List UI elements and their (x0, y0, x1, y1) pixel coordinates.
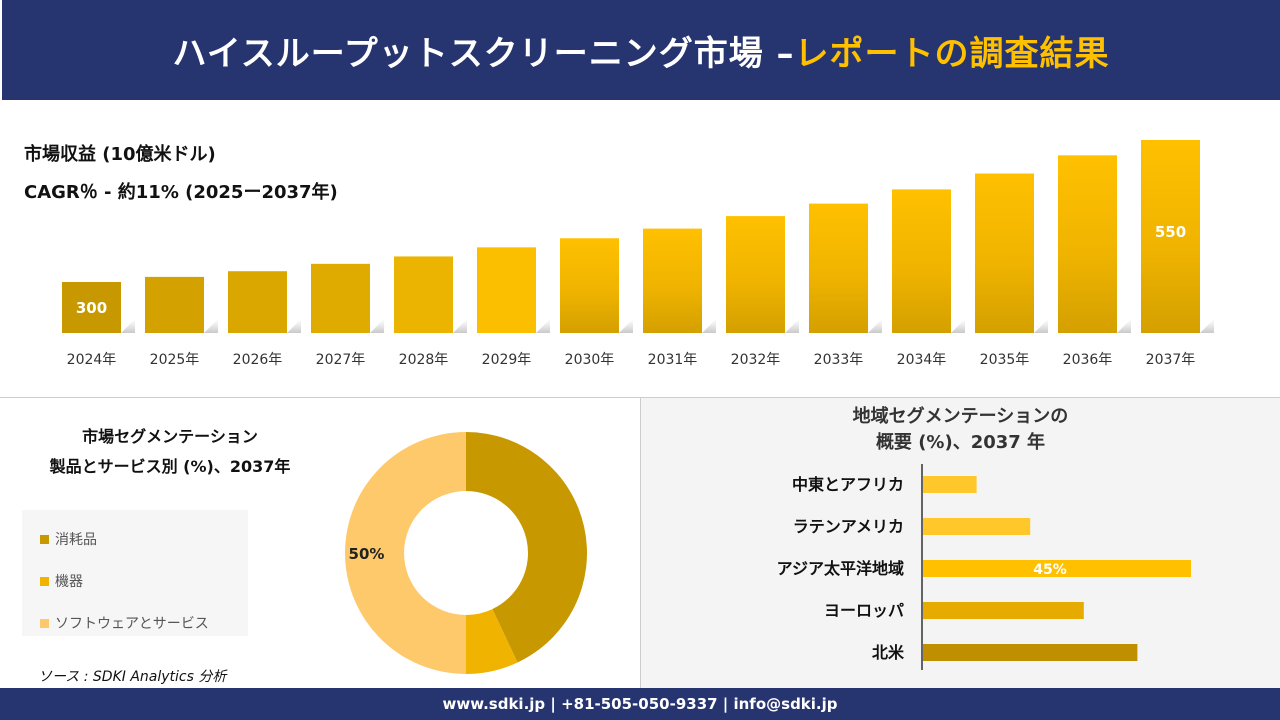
x-tick-label: 2026年 (233, 352, 283, 368)
region-bar (923, 476, 977, 493)
bar-shadow (287, 319, 301, 333)
title-accent: レポートの調査結果 (794, 33, 1110, 74)
revenue-bar (809, 203, 868, 333)
page-title: ハイスループットスクリーニング市場 – レポートの調査結果 (2, 0, 1280, 100)
legend-swatch (40, 534, 49, 544)
title-main: ハイスループットスクリーニング市場 – (172, 33, 795, 74)
x-tick-label: 2025年 (150, 352, 200, 368)
x-tick-label: 2029年 (482, 352, 532, 368)
bar-data-label: 300 (76, 299, 107, 317)
bar-data-label: 45% (1033, 562, 1067, 578)
bar-shadow (204, 319, 218, 333)
region-title: 地域セグメンテーションの 概要 (%)、2037 年 (641, 404, 1280, 456)
category-label: アジア太平洋地域 (777, 559, 904, 578)
category-label: ラテンアメリカ (793, 517, 904, 536)
bar-shadow (1034, 319, 1048, 333)
legend-label: ソフトウェアとサービス (55, 616, 209, 632)
region-bar (923, 602, 1084, 619)
category-label: 中東とアフリカ (792, 475, 904, 494)
revenue-bar (394, 256, 453, 333)
revenue-bar (477, 247, 536, 333)
region-bar (923, 560, 1191, 577)
revenue-bar (145, 276, 204, 333)
bar-shadow (1200, 319, 1214, 333)
segment-donut-chart: 50% (345, 432, 587, 674)
bar-shadow (370, 319, 384, 333)
x-tick-label: 2035年 (980, 352, 1030, 368)
donut-slice (466, 432, 587, 663)
bar-data-label: 550 (1155, 223, 1186, 241)
revenue-bar (975, 173, 1034, 333)
revenue-bar (643, 228, 702, 333)
region-bar (923, 518, 1031, 535)
x-tick-label: 2028年 (399, 352, 449, 368)
divider-vertical (640, 398, 641, 688)
legend-swatch (40, 618, 49, 628)
x-tick-label: 2037年 (1146, 352, 1196, 368)
bar-shadow (868, 319, 882, 333)
revenue-bar (1058, 155, 1117, 333)
divider-horizontal (0, 397, 1280, 398)
region-panel (641, 398, 1280, 688)
x-tick-label: 2030年 (565, 352, 615, 368)
revenue-bar (892, 189, 951, 333)
x-tick-label: 2032年 (731, 352, 781, 368)
revenue-title: 市場収益 (10億米ドル) (24, 144, 216, 165)
revenue-bar (726, 216, 785, 333)
revenue-bar (62, 282, 121, 333)
bar-shadow (1117, 319, 1131, 333)
revenue-bar (228, 271, 287, 333)
footer-contact: www.sdki.jp | +81-505-050-9337 | info@sd… (0, 688, 1280, 720)
cagr-label: CAGR％ - 約11% (2025ー2037年) (24, 182, 338, 203)
region-title-line1: 地域セグメンテーションの (852, 406, 1069, 427)
revenue-bar (1141, 140, 1200, 333)
legend-label: 機器 (55, 574, 83, 590)
segment-title-line2: 製品とサービス別 (%)、2037年 (49, 457, 291, 476)
donut-legend: 消耗品機器ソフトウェアとサービス (22, 510, 248, 636)
legend-item: 消耗品 (40, 518, 230, 560)
bar-shadow (536, 319, 550, 333)
x-tick-label: 2031年 (648, 352, 698, 368)
bar-shadow (121, 319, 135, 333)
bar-shadow (619, 319, 633, 333)
legend-swatch (40, 576, 49, 586)
legend-label: 消耗品 (55, 532, 97, 548)
x-tick-label: 2027年 (316, 352, 366, 368)
bar-shadow (453, 319, 467, 333)
donut-slice (345, 432, 466, 674)
segment-title: 市場セグメンテーション 製品とサービス別 (%)、2037年 (20, 422, 320, 482)
revenue-bar (560, 238, 619, 333)
category-label: 北米 (872, 643, 905, 662)
region-title-line2: 概要 (%)、2037 年 (875, 432, 1046, 453)
x-tick-label: 2024年 (67, 352, 117, 368)
bar-shadow (785, 319, 799, 333)
source-note: ソース : SDKI Analytics 分析 (38, 669, 227, 685)
x-tick-label: 2036年 (1063, 352, 1113, 368)
x-tick-label: 2034年 (897, 352, 947, 368)
legend-item: 機器 (40, 560, 230, 602)
segment-title-line1: 市場セグメンテーション (82, 427, 258, 446)
category-label: ヨーロッパ (824, 601, 904, 620)
bar-shadow (951, 319, 965, 333)
x-tick-label: 2033年 (814, 352, 864, 368)
legend-item: ソフトウェアとサービス (40, 602, 230, 644)
revenue-bar-chart: 2024年 300 2025年 2026年 2027年 2028年 2029年 2030年 20… (62, 140, 1214, 368)
donut-data-label: 50% (349, 545, 385, 563)
revenue-bar (311, 263, 370, 333)
region-bar (923, 644, 1138, 661)
bar-shadow (702, 319, 716, 333)
donut-slice (466, 609, 518, 674)
